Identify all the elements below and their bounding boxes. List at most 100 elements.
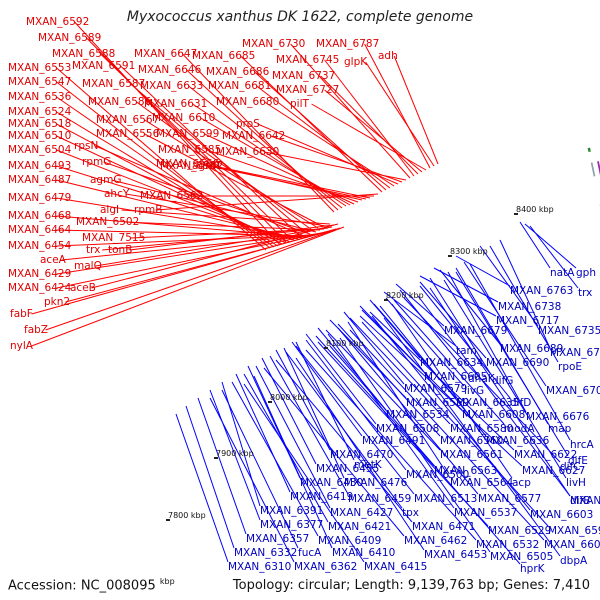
forward-gene-label: MXAN_6567 bbox=[96, 114, 159, 126]
forward-gene-label: MXAN_6681 bbox=[208, 80, 271, 92]
reverse-connector bbox=[209, 389, 261, 521]
forward-gene-label: MXAN_6429 bbox=[8, 268, 71, 280]
reverse-gene-label: MXAN_6679 bbox=[444, 325, 507, 337]
reverse-connector bbox=[469, 263, 571, 441]
forward-gene-label: rpmB bbox=[134, 204, 162, 216]
reverse-connector bbox=[443, 279, 567, 479]
forward-gene-label: algI bbox=[100, 204, 119, 216]
reverse-connector bbox=[231, 381, 319, 537]
forward-gene-label: MXAN_6591 bbox=[72, 60, 135, 72]
reverse-gene-label: MXAN_6453 bbox=[424, 549, 487, 561]
kbp-tick-mark bbox=[514, 213, 518, 215]
reverse-gene-label: MXAN_6560 bbox=[440, 435, 503, 447]
reverse-connector bbox=[439, 269, 501, 345]
reverse-connector bbox=[329, 345, 521, 565]
forward-gene-label: MXAN_6424 bbox=[8, 282, 72, 294]
reverse-connector bbox=[295, 345, 415, 495]
reverse-connector bbox=[529, 225, 579, 289]
forward-gene-label: MXAN_6787 bbox=[316, 38, 379, 50]
reverse-connector bbox=[209, 397, 295, 563]
reverse-gene-label: difD bbox=[510, 397, 531, 409]
forward-connector bbox=[61, 233, 319, 261]
forward-connector bbox=[364, 43, 431, 169]
forward-connector bbox=[95, 145, 305, 237]
reverse-gene-label: trx bbox=[578, 287, 592, 299]
reverse-gene-label: MXAN_6627 bbox=[522, 465, 585, 477]
reverse-gene-label: MXAN_6459 bbox=[348, 493, 411, 505]
reverse-gene-label: tpx bbox=[402, 507, 419, 519]
kbp-tick-mark bbox=[268, 401, 272, 403]
accession-unit: kbp bbox=[159, 576, 175, 586]
reverse-connector bbox=[447, 271, 527, 413]
reverse-gene-label: MXAN_6690 bbox=[486, 357, 549, 369]
reverse-connector bbox=[359, 315, 523, 467]
reverse-gene-label: MXAN_6709 bbox=[546, 385, 600, 397]
marker-mark bbox=[587, 147, 591, 153]
kbp-ticks: 8400 kbp 8300 kbp 8200 kbp 8100 kbp 8000 kbp… bbox=[166, 205, 554, 521]
reverse-gene-label: dbpA bbox=[560, 555, 588, 567]
reverse-gene-label: fucA bbox=[298, 547, 322, 559]
reverse-gene-label: MXAN_6462 bbox=[404, 535, 467, 547]
reverse-connector bbox=[175, 413, 229, 563]
forward-gene-label: MXAN_6556 bbox=[96, 128, 160, 140]
reverse-connector bbox=[349, 329, 545, 541]
forward-connector bbox=[102, 227, 329, 251]
reverse-connector bbox=[524, 223, 577, 269]
forward-gene-label: MXAN_6553 bbox=[8, 62, 71, 74]
kbp-tick-mark bbox=[384, 299, 388, 301]
reverse-connector bbox=[283, 347, 345, 479]
forward-gene-label: MXAN_6524 bbox=[8, 106, 72, 118]
reverse-connector bbox=[305, 339, 407, 471]
reverse-connector bbox=[419, 275, 497, 317]
reverse-gene-label: MXAN_6635 bbox=[456, 397, 519, 409]
forward-gene-label: aceB bbox=[70, 282, 96, 294]
forward-gene-label: MXAN_6633 bbox=[140, 80, 203, 92]
forward-connector bbox=[270, 135, 403, 183]
forward-connector bbox=[320, 75, 419, 175]
reverse-gene-label: MXAN_6409 bbox=[318, 535, 381, 547]
reverse-gene-label: MXAN_6717 bbox=[496, 315, 559, 327]
kbp-tick-mark bbox=[214, 457, 218, 459]
reverse-gene-label: tam bbox=[456, 345, 477, 357]
reverse-connector bbox=[417, 295, 571, 497]
kbp-tick-mark bbox=[324, 347, 328, 349]
forward-gene-label: MXAN_6566 bbox=[156, 158, 220, 170]
reverse-gene-label: MXAN_6357 bbox=[246, 533, 309, 545]
forward-gene-label: MXAN_6585 bbox=[158, 144, 221, 156]
reverse-gene-label: livH bbox=[566, 477, 586, 489]
reverse-gene-label: MXAN_6579 bbox=[404, 383, 467, 395]
reverse-connector bbox=[263, 367, 405, 537]
reverse-gene-label: MXAN_6534 bbox=[386, 409, 450, 421]
reverse-connector bbox=[383, 317, 561, 557]
reverse-connector bbox=[295, 357, 425, 551]
forward-gene-label: MXAN_6680 bbox=[216, 96, 279, 108]
forward-gene-label: tonB bbox=[108, 244, 132, 256]
forward-gene-label: MXAN_6502 bbox=[76, 216, 139, 228]
forward-connector bbox=[365, 61, 435, 167]
forward-connector bbox=[56, 67, 267, 251]
forward-gene-label: MXAN_7515 bbox=[82, 232, 145, 244]
forward-connector bbox=[213, 165, 371, 199]
forward-gene-label: MXAN_6588 bbox=[52, 48, 115, 60]
reverse-gene-label: MXAN_6561 bbox=[440, 449, 503, 461]
reverse-gene-label: MXAN_6676 bbox=[526, 411, 590, 423]
forward-connector bbox=[144, 119, 319, 229]
forward-connector bbox=[91, 223, 339, 289]
reverse-gene-label: MXAN_6636 bbox=[486, 435, 550, 447]
reverse-gene-label: acp bbox=[512, 477, 531, 489]
reverse-gene-label: MXAN_6421 bbox=[328, 521, 391, 533]
label-connectors bbox=[31, 21, 579, 565]
reverse-gene-label: hprK bbox=[520, 563, 546, 575]
reverse-gene-label: rpoE bbox=[558, 361, 582, 373]
forward-connector bbox=[56, 231, 327, 289]
reverse-gene-label: MXAN_6427 bbox=[330, 507, 393, 519]
forward-gene-label: MXAN_6685 bbox=[192, 50, 255, 62]
reverse-gene-label: MXAN_6603 bbox=[530, 509, 593, 521]
reverse-gene-label: MXAN_6513 bbox=[414, 493, 477, 505]
forward-connector bbox=[155, 193, 379, 211]
forward-gene-label: MXAN_6468 bbox=[8, 210, 71, 222]
forward-connector bbox=[95, 226, 333, 267]
forward-gene-label: MXAN_6589 bbox=[38, 32, 101, 44]
